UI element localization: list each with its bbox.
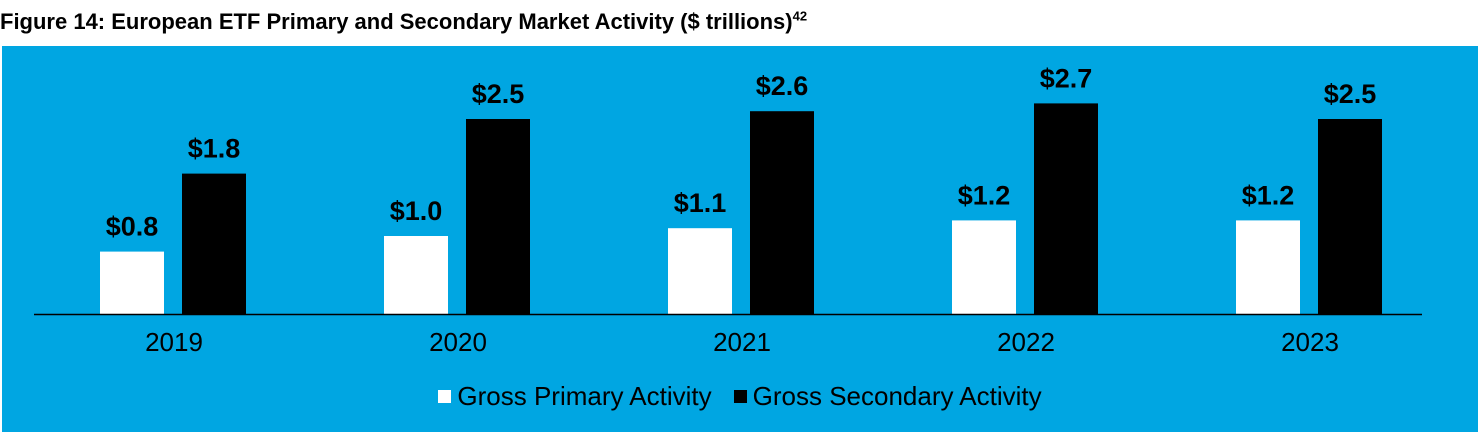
data-label-secondary-2021: $2.6 [756, 71, 809, 101]
data-label-secondary-2023: $2.5 [1324, 79, 1377, 109]
bar-secondary-2021 [750, 111, 814, 314]
legend-item-secondary: Gross Secondary Activity [733, 380, 1042, 412]
data-label-secondary-2020: $2.5 [472, 79, 525, 109]
chart-panel: $0.8 $1.8 2019 $1.0 $2.5 2020 $1.1 $2.6 2021 $1.2… [2, 46, 1478, 432]
bar-secondary-2019 [182, 173, 246, 314]
data-label-secondary-2019: $1.8 [188, 134, 241, 164]
bar-primary-2022 [952, 220, 1016, 314]
legend-swatch-secondary [733, 389, 747, 403]
x-tick-label-2021: 2021 [713, 327, 771, 357]
data-label-primary-2023: $1.2 [1242, 180, 1295, 210]
figure-title: Figure 14: European ETF Primary and Seco… [0, 2, 807, 42]
x-tick-label-2022: 2022 [997, 327, 1055, 357]
chart-legend: Gross Primary Activity Gross Secondary A… [2, 378, 1478, 414]
bar-primary-2020 [384, 236, 448, 314]
bar-primary-2021 [668, 228, 732, 314]
x-tick-label-2020: 2020 [429, 327, 487, 357]
bar-chart: $0.8 $1.8 2019 $1.0 $2.5 2020 $1.1 $2.6 2021 $1.2… [34, 63, 1422, 357]
footnote-marker: 42 [792, 8, 808, 24]
bar-primary-2019 [100, 251, 164, 314]
bar-secondary-2022 [1034, 103, 1098, 315]
bar-primary-2023 [1236, 220, 1300, 314]
bar-secondary-2020 [466, 119, 530, 314]
legend-swatch-primary [438, 389, 452, 403]
legend-label-primary: Gross Primary Activity [457, 380, 712, 411]
data-label-primary-2019: $0.8 [106, 212, 159, 242]
data-label-primary-2021: $1.1 [674, 188, 727, 218]
data-label-secondary-2022: $2.7 [1040, 63, 1093, 93]
legend-label-secondary: Gross Secondary Activity [752, 380, 1042, 411]
legend-item-primary: Gross Primary Activity [438, 380, 712, 412]
bar-secondary-2023 [1318, 119, 1382, 314]
figure-title-text: Figure 14: European ETF Primary and Seco… [0, 9, 793, 34]
x-tick-label-2023: 2023 [1281, 327, 1339, 357]
data-label-primary-2020: $1.0 [390, 196, 443, 226]
data-label-primary-2022: $1.2 [958, 180, 1011, 210]
x-tick-label-2019: 2019 [145, 327, 203, 357]
